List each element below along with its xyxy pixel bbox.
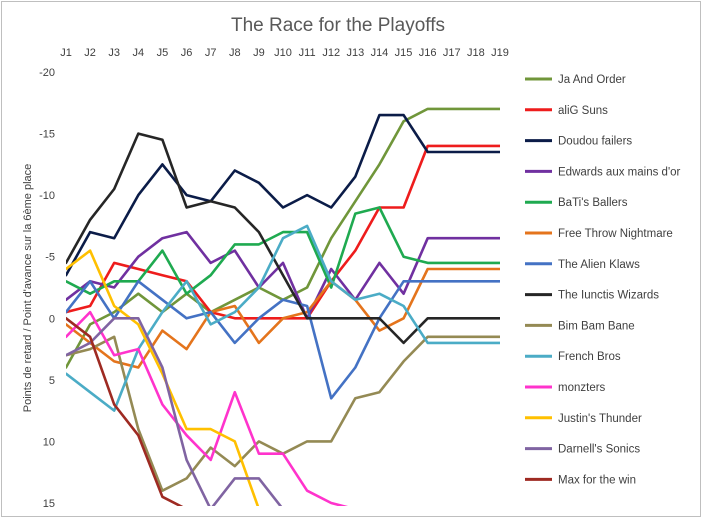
series-line <box>66 249 260 506</box>
x-tick-label: J18 <box>467 47 485 59</box>
legend-entry: The Alien Klaws <box>558 259 640 271</box>
y-axis-ticks: -20 -15 -10 -5 0 5 10 15 <box>39 67 55 510</box>
x-tick-label: J7 <box>205 47 217 59</box>
chart-title: The Race for the Playoffs <box>231 15 445 36</box>
legend-entry: Max for the win <box>558 474 636 486</box>
y-tick-label: -5 <box>45 252 55 264</box>
series-line <box>66 113 500 277</box>
legend-entry: The Iunctis Wizards <box>558 290 659 302</box>
series-line <box>66 279 500 400</box>
legend-entry: Edwards aux mains d'or <box>558 166 681 178</box>
series-line <box>66 310 349 506</box>
x-tick-label: J11 <box>299 47 316 59</box>
x-tick-label: J4 <box>133 47 145 59</box>
x-tick-label: J2 <box>84 47 96 59</box>
legend: Ja And Order aliG Suns Doudou failers Edwar… <box>525 74 681 486</box>
legend-entry: Justin's Thunder <box>558 413 642 425</box>
series-line <box>66 132 500 345</box>
y-tick-label: -10 <box>39 190 55 202</box>
series-line <box>66 267 500 369</box>
x-tick-label: J17 <box>443 47 461 59</box>
y-tick-label: -15 <box>39 129 55 141</box>
x-tick-label: J8 <box>229 47 241 59</box>
y-tick-label: 0 <box>49 313 55 325</box>
legend-entry: BaTi's Ballers <box>558 197 628 209</box>
legend-entry: Ja And Order <box>558 74 626 86</box>
x-tick-label: J19 <box>491 47 509 59</box>
x-tick-label: J15 <box>395 47 413 59</box>
x-tick-label: J16 <box>419 47 437 59</box>
y-tick-label: 15 <box>43 498 55 510</box>
series-line <box>66 230 500 320</box>
legend-entry: Doudou failers <box>558 136 632 148</box>
series-line <box>66 335 500 493</box>
y-axis-label: Points de retard / Point d'avance sur la… <box>22 164 34 413</box>
legend-entry: Darnell's Sonics <box>558 444 640 456</box>
x-tick-label: J6 <box>181 47 193 59</box>
series-line <box>66 316 283 506</box>
x-tick-label: J9 <box>253 47 265 59</box>
x-tick-label: J12 <box>322 47 340 59</box>
legend-entry: French Bros <box>558 351 621 363</box>
x-axis-ticks: J1 J2 J3 J4 J5 J6 J7 J8 J9 J10 J11 J12 J13 J14 J15 J16 J… <box>60 47 509 59</box>
x-tick-label: J10 <box>274 47 292 59</box>
x-tick-label: J3 <box>108 47 120 59</box>
legend-entry: Free Throw Nightmare <box>558 228 673 240</box>
x-tick-label: J5 <box>157 47 169 59</box>
legend-entry: monzters <box>558 382 606 394</box>
series-line <box>66 316 184 506</box>
y-tick-label: -20 <box>39 67 55 79</box>
x-tick-label: J14 <box>371 47 389 59</box>
y-tick-label: 5 <box>49 375 55 387</box>
legend-entry: aliG Suns <box>558 105 608 117</box>
x-tick-label: J13 <box>346 47 364 59</box>
x-tick-label: J1 <box>60 47 72 59</box>
y-tick-label: 10 <box>43 436 55 448</box>
legend-entry: Bim Bam Bane <box>558 320 635 332</box>
series-lines <box>66 107 500 506</box>
